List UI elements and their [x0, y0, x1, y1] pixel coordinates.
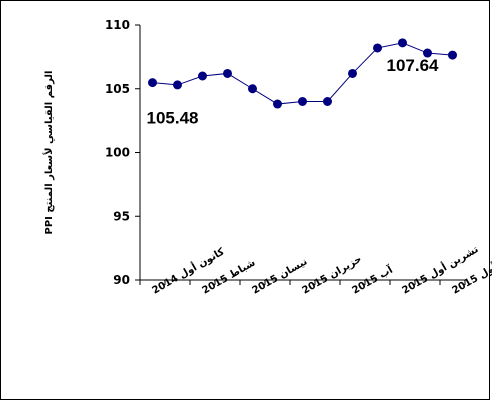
- series-points: [148, 38, 457, 109]
- data-labels: 105.48 107.64: [147, 56, 440, 128]
- data-point: [273, 99, 282, 109]
- data-point: [173, 80, 182, 90]
- y-tick-label: 105: [105, 82, 130, 96]
- data-point: [248, 84, 257, 94]
- data-point: [298, 97, 307, 106]
- data-point: [373, 43, 382, 53]
- y-tick-label: 110: [105, 18, 130, 32]
- y-tick-label: 90: [113, 273, 130, 287]
- y-axis-ticks: 110 105 100 95 90: [105, 18, 140, 287]
- data-point: [223, 68, 232, 78]
- data-point: [398, 38, 407, 48]
- data-point: [423, 48, 432, 58]
- y-axis-label: الرقم القياسي لأسعار المنتج PPI: [42, 71, 55, 235]
- data-point: [348, 68, 357, 78]
- y-tick-label: 100: [105, 146, 130, 160]
- data-point: [148, 78, 157, 88]
- data-label: 105.48: [147, 109, 199, 128]
- x-tick-label: نيسان 2015: [251, 256, 310, 296]
- data-point: [198, 71, 207, 81]
- data-point: [323, 97, 332, 106]
- data-label: 107.64: [387, 56, 440, 75]
- y-tick-label: 95: [113, 209, 130, 223]
- data-point: [448, 50, 457, 60]
